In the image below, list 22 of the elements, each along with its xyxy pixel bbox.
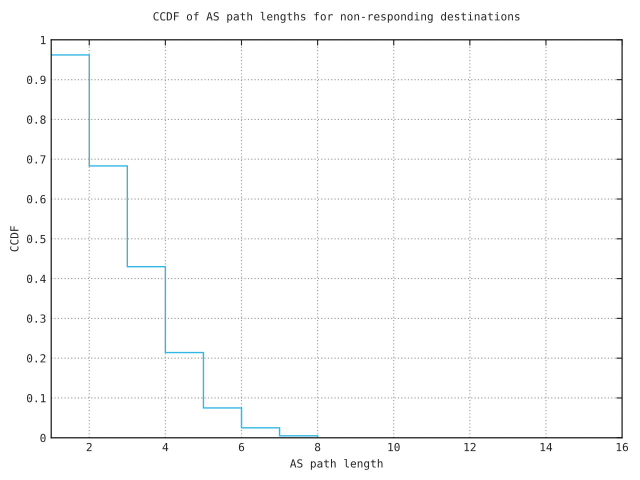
x-tick-label: 4	[162, 443, 168, 452]
y-tick-label: 0	[40, 434, 46, 442]
y-tick-label: 0.8	[26, 115, 46, 124]
x-tick-label: 12	[464, 442, 476, 452]
x-tick-label: 2	[86, 442, 92, 452]
x-tick-label: 16	[616, 442, 628, 452]
y-tick-label: 0.7	[26, 155, 46, 164]
x-tick-label: 14	[540, 443, 552, 452]
y-tick-label: 0.1	[26, 394, 46, 402]
x-tick-label: 8	[314, 442, 320, 452]
y-tick-label: 0.6	[26, 195, 46, 204]
x-tick-label: 10	[388, 442, 400, 452]
y-tick-label: 1	[40, 36, 46, 44]
y-axis-title: CCDF	[10, 226, 19, 252]
y-tick-label: 0.2	[26, 354, 46, 363]
y-tick-label: 0.4	[26, 274, 46, 283]
y-tick-label: 0.5	[26, 234, 46, 244]
y-tick-label: 0.9	[26, 76, 46, 84]
x-tick-label: 6	[238, 442, 244, 452]
chart-title: CCDF of AS path lengths for non-responding destinations	[153, 12, 520, 23]
x-axis-title: AS path length	[290, 458, 382, 470]
y-tick-label: 0.3	[26, 314, 46, 323]
